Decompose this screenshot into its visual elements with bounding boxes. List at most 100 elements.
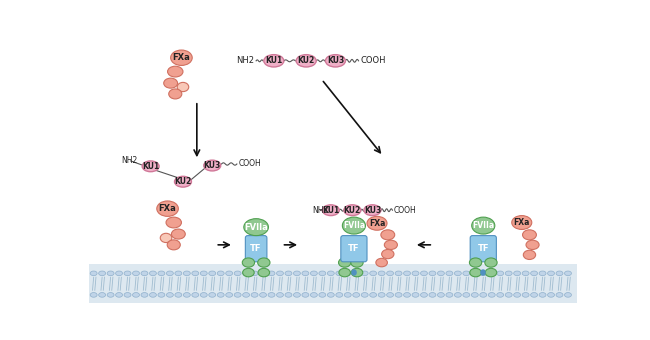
- Ellipse shape: [276, 293, 283, 297]
- Ellipse shape: [472, 217, 495, 234]
- Text: KU3: KU3: [364, 206, 381, 215]
- Ellipse shape: [302, 293, 309, 297]
- Ellipse shape: [141, 271, 148, 276]
- Ellipse shape: [547, 271, 554, 276]
- Ellipse shape: [268, 293, 275, 297]
- Ellipse shape: [351, 258, 363, 267]
- Text: TF: TF: [478, 244, 489, 253]
- Ellipse shape: [322, 205, 339, 216]
- Ellipse shape: [124, 293, 131, 297]
- Text: KU2: KU2: [174, 177, 192, 186]
- Ellipse shape: [319, 293, 326, 297]
- Ellipse shape: [166, 271, 174, 276]
- Ellipse shape: [522, 271, 529, 276]
- Ellipse shape: [175, 293, 182, 297]
- Ellipse shape: [370, 293, 376, 297]
- Ellipse shape: [378, 293, 385, 297]
- Text: FVIIa: FVIIa: [343, 221, 365, 230]
- Ellipse shape: [164, 78, 177, 88]
- Ellipse shape: [99, 293, 105, 297]
- Ellipse shape: [166, 293, 174, 297]
- Ellipse shape: [107, 271, 114, 276]
- Text: NH2: NH2: [313, 206, 329, 215]
- Ellipse shape: [353, 293, 359, 297]
- Ellipse shape: [404, 293, 411, 297]
- Text: KU3: KU3: [203, 161, 221, 170]
- Ellipse shape: [353, 271, 359, 276]
- Ellipse shape: [497, 293, 504, 297]
- Ellipse shape: [339, 268, 350, 277]
- Ellipse shape: [293, 293, 300, 297]
- Ellipse shape: [175, 271, 182, 276]
- Ellipse shape: [209, 271, 216, 276]
- Text: KU2: KU2: [344, 206, 361, 215]
- Ellipse shape: [90, 293, 97, 297]
- Ellipse shape: [361, 271, 368, 276]
- Ellipse shape: [226, 271, 233, 276]
- Ellipse shape: [157, 201, 178, 216]
- Ellipse shape: [351, 268, 363, 277]
- Ellipse shape: [488, 293, 495, 297]
- Ellipse shape: [522, 293, 529, 297]
- Text: FXa: FXa: [159, 204, 176, 213]
- Text: KU1: KU1: [322, 206, 339, 215]
- Ellipse shape: [530, 293, 538, 297]
- Ellipse shape: [539, 293, 546, 297]
- Ellipse shape: [168, 66, 183, 77]
- Ellipse shape: [469, 258, 482, 267]
- Ellipse shape: [530, 271, 538, 276]
- Ellipse shape: [547, 293, 554, 297]
- Text: FVIIa: FVIIa: [472, 221, 495, 230]
- Ellipse shape: [463, 271, 470, 276]
- Ellipse shape: [242, 268, 254, 277]
- Ellipse shape: [526, 240, 539, 250]
- Ellipse shape: [395, 293, 402, 297]
- Ellipse shape: [437, 271, 445, 276]
- Ellipse shape: [319, 271, 326, 276]
- Ellipse shape: [539, 271, 546, 276]
- Ellipse shape: [514, 271, 521, 276]
- Ellipse shape: [285, 293, 292, 297]
- Ellipse shape: [257, 258, 270, 267]
- Ellipse shape: [107, 293, 114, 297]
- Ellipse shape: [166, 217, 181, 228]
- Ellipse shape: [174, 176, 192, 187]
- Ellipse shape: [150, 271, 157, 276]
- Ellipse shape: [200, 271, 207, 276]
- Ellipse shape: [234, 293, 241, 297]
- Ellipse shape: [384, 240, 397, 250]
- Ellipse shape: [226, 293, 233, 297]
- Text: FXa: FXa: [514, 218, 530, 227]
- Ellipse shape: [344, 293, 351, 297]
- Text: COOH: COOH: [360, 56, 385, 65]
- Ellipse shape: [259, 293, 266, 297]
- Ellipse shape: [523, 230, 536, 240]
- Bar: [89, 264, 577, 303]
- Text: NH2: NH2: [122, 156, 138, 165]
- Ellipse shape: [485, 258, 497, 267]
- Ellipse shape: [370, 271, 376, 276]
- Ellipse shape: [293, 271, 300, 276]
- Text: TF: TF: [250, 244, 262, 253]
- Ellipse shape: [328, 293, 334, 297]
- Ellipse shape: [446, 293, 453, 297]
- Ellipse shape: [564, 271, 571, 276]
- Text: FXa: FXa: [369, 219, 385, 228]
- Ellipse shape: [124, 271, 131, 276]
- Ellipse shape: [437, 293, 445, 297]
- Ellipse shape: [381, 230, 395, 240]
- FancyBboxPatch shape: [245, 236, 267, 262]
- Ellipse shape: [133, 293, 140, 297]
- Ellipse shape: [158, 271, 165, 276]
- Ellipse shape: [505, 293, 512, 297]
- Ellipse shape: [251, 271, 258, 276]
- Ellipse shape: [167, 240, 180, 250]
- Ellipse shape: [192, 271, 199, 276]
- Ellipse shape: [183, 271, 190, 276]
- Ellipse shape: [471, 293, 478, 297]
- Ellipse shape: [302, 271, 309, 276]
- Ellipse shape: [556, 293, 563, 297]
- Text: COOH: COOH: [239, 159, 261, 168]
- Ellipse shape: [264, 55, 284, 67]
- Ellipse shape: [242, 271, 250, 276]
